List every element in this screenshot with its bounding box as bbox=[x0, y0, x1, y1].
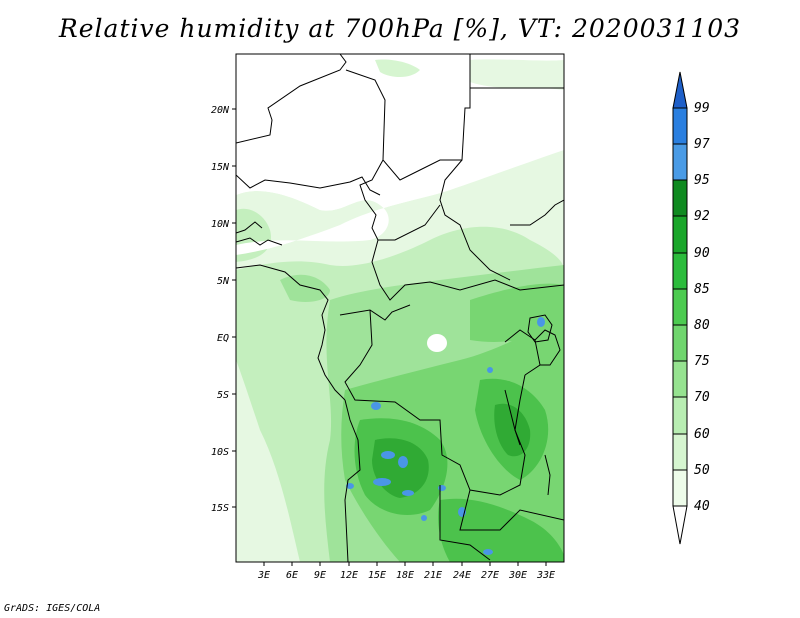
colorbar bbox=[672, 71, 688, 545]
colorbar-bin-95-97 bbox=[672, 143, 688, 181]
lon-label-9e: 9E bbox=[314, 570, 326, 581]
colorbar-label-99: 99 bbox=[694, 101, 710, 116]
rh-dry-spot bbox=[427, 334, 447, 352]
colorbar-label-95: 95 bbox=[694, 173, 710, 188]
rh-blue-patches bbox=[346, 317, 545, 555]
lon-label-12e: 12E bbox=[340, 570, 358, 581]
colorbar-label-90: 90 bbox=[694, 246, 710, 261]
rh-field-darker-east bbox=[494, 403, 531, 457]
colorbar-label-60: 60 bbox=[694, 427, 710, 442]
rh-field-ne-patch bbox=[470, 59, 564, 90]
colorbar-bottom-arrow bbox=[672, 505, 688, 545]
rh-field-dark-south bbox=[438, 498, 564, 562]
colorbar-bin-70-75 bbox=[672, 360, 688, 398]
lon-label-30e: 30E bbox=[508, 570, 527, 581]
map-plot-area bbox=[235, 53, 565, 563]
colorbar-top-arrow bbox=[672, 71, 688, 109]
lon-axis: 3E 6E 9E 12E 15E 18E 21E 24E 27E 30E 33E bbox=[257, 562, 555, 581]
rh-field-east bbox=[470, 283, 564, 342]
lat-label-20n: 20N bbox=[211, 105, 230, 116]
humidity-field bbox=[236, 54, 564, 562]
country-borders bbox=[236, 54, 564, 562]
rh-field-gulf bbox=[280, 274, 330, 302]
lat-label-10n: 10N bbox=[211, 219, 230, 230]
lon-label-27e: 27E bbox=[481, 570, 499, 581]
colorbar-bin-92-95 bbox=[672, 179, 688, 217]
lat-label-5n: 5N bbox=[217, 276, 230, 287]
lake-victoria bbox=[527, 314, 553, 343]
lon-label-33e: 33E bbox=[536, 570, 555, 581]
colorbar-label-75: 75 bbox=[694, 354, 710, 369]
lon-label-24e: 24E bbox=[453, 570, 471, 581]
grads-credit: GrADS: IGES/COLA bbox=[4, 603, 101, 614]
lat-axis: 20N 15N 10N 5N EQ 5S 10S 15S bbox=[211, 105, 236, 514]
lat-label-15n: 15N bbox=[211, 162, 230, 173]
lake-malawi bbox=[544, 454, 551, 496]
rh-dry-sahara bbox=[236, 54, 564, 255]
border-lines bbox=[236, 54, 564, 562]
colorbar-label-40: 40 bbox=[694, 499, 710, 514]
colorbar-bin-75-80 bbox=[672, 324, 688, 362]
lat-label-eq: EQ bbox=[217, 333, 229, 344]
colorbar-label-85: 85 bbox=[694, 282, 710, 297]
lat-label-10s: 10S bbox=[211, 447, 229, 458]
colorbar-label-80: 80 bbox=[694, 318, 710, 333]
lat-label-5s: 5S bbox=[217, 390, 229, 401]
colorbar-label-50: 50 bbox=[694, 463, 710, 478]
colorbar-bin-85-90 bbox=[672, 252, 688, 290]
colorbar-labels: 99 97 95 92 90 85 80 75 70 60 50 40 bbox=[694, 101, 710, 514]
colorbar-label-92: 92 bbox=[694, 209, 710, 224]
colorbar-bin-60-70 bbox=[672, 396, 688, 435]
lake-tanganyika bbox=[504, 389, 521, 446]
map-title: Relative humidity at 700hPa [%], VT: 202… bbox=[58, 14, 742, 43]
colorbar-bin-90-92 bbox=[672, 215, 688, 254]
lon-label-18e: 18E bbox=[396, 570, 414, 581]
colorbar-label-70: 70 bbox=[694, 390, 710, 405]
rh-north-green bbox=[375, 59, 420, 77]
colorbar-bin-97-99 bbox=[672, 107, 688, 145]
colorbar-bin-40-50 bbox=[672, 469, 688, 507]
lon-label-21e: 21E bbox=[424, 570, 442, 581]
map-frame bbox=[235, 53, 565, 563]
lon-label-15e: 15E bbox=[368, 570, 386, 581]
colorbar-label-97: 97 bbox=[694, 137, 710, 152]
colorbar-bin-50-60 bbox=[672, 433, 688, 471]
lon-label-3e: 3E bbox=[257, 570, 270, 581]
colorbar-bin-80-85 bbox=[672, 288, 688, 326]
coastline bbox=[236, 264, 346, 401]
lon-label-6e: 6E bbox=[286, 570, 298, 581]
lat-label-15s: 15S bbox=[211, 503, 229, 514]
